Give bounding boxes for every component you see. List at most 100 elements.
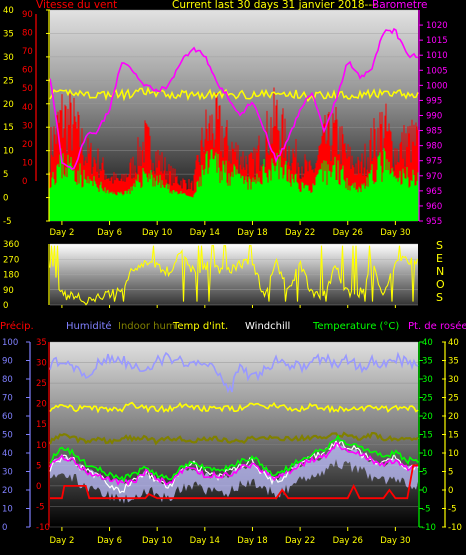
panel1-x-tick-label: Day 18 [237,228,267,238]
panel3-x-tick-label: Day 2 [49,536,74,546]
panel3-right-tick-label: 0 [422,486,427,496]
panel1-x-tick-label: Day 14 [190,228,220,238]
panel3-right-tick-label: 15 [422,431,433,441]
humidity-tick-label: 40 [2,449,13,459]
panel1-left-tick-label: 20 [3,100,14,110]
panel3-far-right-tick-label: 35 [448,357,459,367]
wind-direction-line [49,245,419,306]
panel2-tick-label: 360 [3,240,19,250]
panel3-left-tick-label: 30 [36,359,47,369]
panel3-right-tick-label: 35 [422,357,433,367]
humidity-tick-label: 80 [2,375,13,385]
panel2-tick-label: 270 [3,255,19,265]
precip-line [50,464,418,500]
panel1-mid-tick-label: 60 [22,66,33,76]
panel3-left-tick-label: 5 [36,461,41,471]
panel3-left-tick-label: 15 [36,420,47,430]
humidity-tick-label: 60 [2,412,13,422]
panel1-left-tick-label: 35 [3,29,14,39]
panel1-left-tick-label: 30 [3,53,14,63]
panel1-right-tick-label: 980 [426,142,442,152]
humidity-tick-label: 50 [2,431,13,441]
panel3-far-right-tick-label: -5 [448,505,456,515]
panel1-mid-tick-label: 30 [22,121,33,131]
panel3-x-tick-label: Day 6 [97,536,122,546]
panel1-right-tick-label: 1010 [426,51,448,61]
panel3-far-right-tick-label: 10 [448,449,459,459]
panel1-right-tick-label: 995 [426,96,442,106]
panel1-x-tick-label: Day 30 [380,228,410,238]
panel3-right-tick-label: 10 [422,449,433,459]
right-axis-title: Barometre [372,0,428,11]
humidity-tick-label: 100 [2,338,18,348]
panel2-tick-label: 90 [3,286,14,296]
compass-o: O [436,278,445,291]
panel1-x-tick-label: Day 26 [333,228,363,238]
panel3-x-tick-label: Day 26 [333,536,363,546]
panel1-x-tick-label: Day 6 [97,228,122,238]
panel1-right-tick-label: 990 [426,112,442,122]
legend-indoor-temp: Temp d'int. [173,321,229,332]
indoor-temp-line [49,401,419,414]
panel1-mid-tick-label: 10 [22,158,33,168]
panel1-right-tick-label: 1000 [426,81,448,91]
compass-s2: S [436,291,443,304]
panel3-x-tick-label: Day 14 [190,536,220,546]
panel1-right-tick-label: 960 [426,202,442,212]
panel1-right-tick-label: 965 [426,187,442,197]
panel1-right-tick-label: 1005 [426,66,448,76]
panel1-left-tick-label: 10 [3,147,14,157]
humidity-tick-label: 10 [2,505,13,515]
panel3-background [50,342,418,527]
panel2-tick-label: 180 [3,271,19,281]
panel1-right-tick-label: 970 [426,172,442,182]
panel3-far-right-tick-label: 40 [448,338,459,348]
legend-dewpoint: Pt. de rosée [408,321,466,332]
panel3-right-tick-label: 20 [422,412,433,422]
panel3-right-tick-label: 40 [422,338,433,348]
panel3-left-tick-label: 25 [36,379,47,389]
panel3-left-tick-label: 10 [36,441,47,451]
panel3-right-tick-label: -10 [422,523,436,533]
indoor-humidity-line [48,431,419,446]
panel1-mid-tick-label: 0 [22,177,27,187]
panel1-left-tick-label: 0 [3,194,8,204]
panel3-far-right-tick-label: -10 [448,523,462,533]
panel1-right-tick-label: 955 [426,217,442,227]
panel1-mid-tick-label: 20 [22,140,33,150]
panel3-left-tick-label: 35 [36,338,47,348]
panel1-right-tick-label: 1015 [426,36,448,46]
humidity-tick-label: 70 [2,394,13,404]
panel3-right-tick-label: 5 [422,468,427,478]
panel3-right-tick-label: 25 [422,394,433,404]
panel3-left-tick-label: -5 [36,502,44,512]
panel3-left-tick-label: 0 [36,482,41,492]
panel3-left-tick-label: 20 [36,400,47,410]
panel3-x-tick-label: Day 10 [142,536,172,546]
panel1-left-tick-label: 25 [3,76,14,86]
panel3-far-right-tick-label: 0 [448,486,453,496]
panel3-right-tick-label: -5 [422,505,430,515]
barometer-line [49,27,419,171]
panel3-far-right-tick-label: 15 [448,431,459,441]
humidity-tick-label: 0 [2,523,7,533]
panel1-right-tick-label: 975 [426,157,442,167]
panel1-mid-tick-label: 80 [22,29,33,39]
header-title: Current last 30 days 31 janvier 2018--- [172,0,376,11]
left-axis-title: Vitesse du vent [36,0,118,11]
panel1-right-tick-label: 1020 [426,21,448,31]
panel1-mid-tick-label: 40 [22,103,33,113]
legend-humidity: Humidité [66,321,112,332]
panel1-mid-tick-label: 90 [22,10,33,20]
humidity-line [49,351,419,394]
baro-average-line [49,86,419,103]
panel3-far-right-tick-label: 5 [448,468,453,478]
panel3-far-right-tick-label: 20 [448,412,459,422]
panel1-mid-tick-label: 50 [22,84,33,94]
panel1-right-tick-label: 985 [426,127,442,137]
humidity-tick-label: 90 [2,357,13,367]
panel1-left-tick-label: 5 [3,170,8,180]
compass-e: E [436,252,443,265]
panel3-x-tick-label: Day 22 [285,536,315,546]
